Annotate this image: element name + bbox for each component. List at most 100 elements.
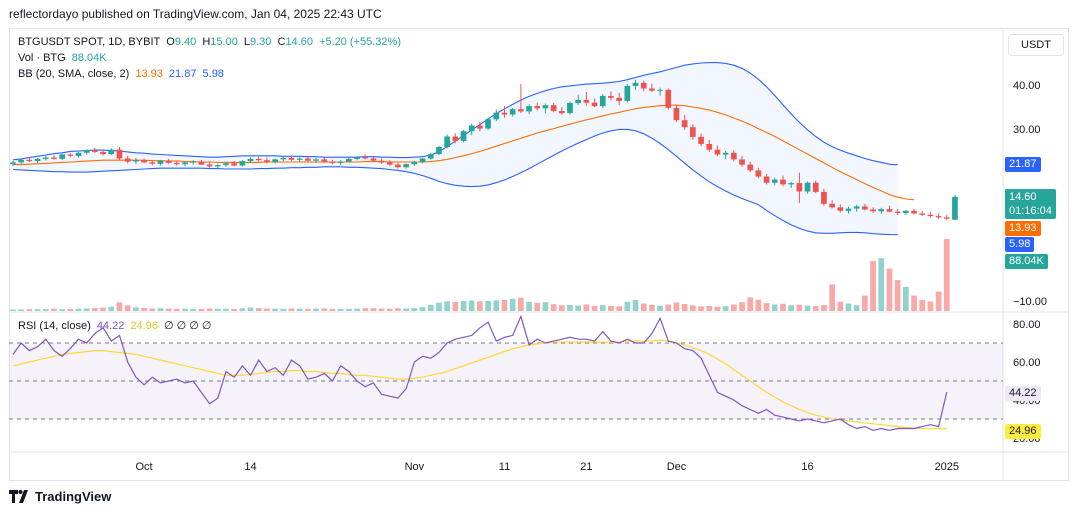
candle-body: [100, 151, 106, 155]
low-value: 9.30: [250, 36, 272, 48]
candle-body: [608, 96, 614, 98]
volume-bar: [542, 302, 549, 311]
time-tick-label: 16: [801, 461, 813, 473]
candle-body: [337, 161, 344, 163]
volume-bar: [288, 308, 295, 311]
volume-bar: [386, 308, 393, 311]
bb-basis-tag: 13.93: [1005, 221, 1041, 236]
candle-body: [632, 82, 639, 86]
volume-bar: [149, 308, 156, 311]
candle-body: [952, 196, 958, 220]
candle-body: [165, 160, 172, 163]
volume-bar: [223, 308, 229, 311]
candle-body: [427, 154, 434, 159]
ohlc-legend-row: BTGUSDT SPOT, 1D, BYBIT O9.40 H15.00 L9.…: [18, 34, 404, 50]
candle-body: [468, 125, 475, 132]
candle-body: [894, 211, 901, 213]
volume-bar: [116, 302, 123, 311]
bb-label[interactable]: BB (20, SMA, close, 2): [18, 68, 130, 80]
volume-bar: [714, 306, 721, 311]
volume-bar: [583, 304, 590, 311]
volume-bar: [763, 303, 770, 311]
volume-bar: [919, 300, 926, 311]
volume-bar: [264, 308, 270, 311]
candle-body: [124, 158, 131, 162]
volume-bar: [124, 305, 131, 311]
candle-body: [378, 160, 385, 163]
candle-body: [542, 105, 549, 109]
bb-basis-value: 13.93: [135, 68, 163, 80]
candle-body: [624, 85, 631, 101]
candle-body: [51, 157, 57, 159]
volume-bar: [722, 306, 729, 311]
candle-body: [149, 162, 156, 164]
volume-bar: [878, 258, 885, 311]
candle-body: [747, 164, 754, 171]
volume-bar: [174, 308, 180, 311]
candle-body: [550, 105, 557, 111]
volume-bar: [18, 309, 24, 311]
rsi-value: 44.22: [96, 320, 125, 332]
volume-bar: [354, 308, 360, 311]
volume-bar: [34, 309, 41, 311]
publish-info: reflectordayo published on TradingView.c…: [9, 7, 382, 21]
candle-body: [395, 164, 401, 168]
candle-body: [452, 136, 459, 141]
volume-bar: [943, 239, 950, 311]
volume-bar: [673, 302, 680, 311]
symbol-label[interactable]: BTGUSDT SPOT, 1D, BYBIT: [18, 36, 161, 48]
candle-body: [919, 213, 926, 215]
brand-footer[interactable]: TradingView: [9, 489, 111, 504]
candle-body: [853, 206, 860, 209]
volume-label[interactable]: Vol · BTG: [18, 52, 66, 64]
time-tick-label: Nov: [405, 461, 425, 473]
candle-body: [460, 131, 467, 141]
volume-bar: [444, 301, 450, 311]
candle-body: [403, 164, 409, 168]
volume-bar: [83, 308, 90, 311]
bb-lower-line: [12, 128, 898, 236]
volume-bar: [231, 309, 237, 311]
bb-lower-value: 5.98: [202, 68, 224, 80]
high-label: H: [202, 36, 211, 48]
volume-bar: [935, 291, 942, 311]
volume-bar: [26, 309, 33, 311]
candle-body: [321, 159, 328, 162]
volume-bar: [419, 307, 426, 311]
bb-legend-row: BB (20, SMA, close, 2) 13.93 21.87 5.98: [18, 66, 404, 82]
open-label: O: [166, 36, 175, 48]
candle-body: [10, 162, 16, 165]
volume-bar: [190, 309, 196, 311]
candle-body: [223, 163, 229, 166]
brand-name: TradingView: [35, 489, 112, 504]
volume-bar: [485, 300, 491, 311]
candle-body: [903, 210, 909, 213]
candle-body: [763, 176, 770, 183]
volume-bar: [788, 305, 794, 311]
candle-body: [264, 160, 270, 162]
volume-bar: [108, 306, 115, 311]
candle-body: [616, 97, 622, 101]
candle-body: [444, 136, 450, 148]
volume-bar: [608, 306, 614, 311]
candle-body: [935, 216, 942, 218]
candle-body: [92, 150, 98, 152]
volume-bar: [812, 306, 819, 311]
volume-tag: 88.04K: [1005, 254, 1048, 269]
volume-bar: [59, 309, 65, 311]
volume-bar: [821, 305, 827, 311]
volume-bar: [427, 304, 434, 311]
time-tick-label: Oct: [135, 461, 152, 473]
volume-bar: [272, 308, 278, 311]
rsi-label[interactable]: RSI (14, close): [18, 320, 91, 332]
volume-bar: [378, 308, 385, 311]
candle-body: [526, 106, 532, 112]
volume-bar: [305, 308, 311, 311]
candle-body: [804, 182, 811, 192]
candle-body: [182, 162, 188, 165]
currency-button[interactable]: USDT: [1008, 34, 1064, 56]
volume-bar: [796, 304, 803, 311]
volume-bar: [92, 308, 98, 311]
bb-upper-value: 21.87: [168, 68, 197, 80]
